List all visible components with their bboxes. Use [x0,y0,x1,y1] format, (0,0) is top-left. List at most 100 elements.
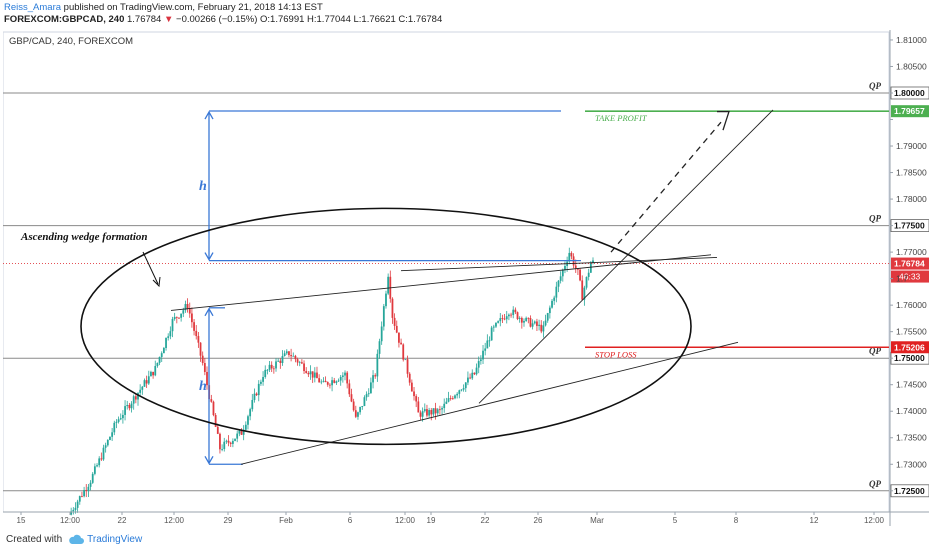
candle-body [451,398,454,400]
candle-body [223,441,226,450]
candle-body [150,371,152,377]
candle-body [268,364,271,370]
candle-body [531,323,534,327]
candle-body [160,353,163,357]
candle-body [523,320,525,323]
y-tick-label: 1.76000 [896,300,927,310]
candle-body [266,369,269,371]
candle-body [505,316,508,320]
y-tick-label: 1.80500 [896,61,927,71]
x-tick-label: 6 [348,516,353,525]
candle-body [264,369,267,377]
candle-body [395,325,398,333]
qp-price-label: 1.72500 [894,486,925,496]
candle-body [76,501,79,508]
candle-body [85,490,88,491]
candle-body [74,507,77,510]
y-tick-label: 1.77000 [896,247,927,257]
candle-body [361,405,364,407]
support-trendline[interactable] [478,109,774,404]
candle-body [538,324,540,326]
candle-body [195,330,198,337]
candle-body [460,389,463,391]
candle-body [348,383,351,395]
candle-body [512,309,515,316]
candle-body [182,310,185,314]
candle-body [462,388,465,390]
candle-body [206,371,208,386]
candle-body [210,399,213,402]
wedge-lower-trendline[interactable] [240,341,739,465]
candle-body [471,372,474,379]
candle-body [380,326,383,342]
candle-body [311,371,314,378]
wedge-upper-trendline[interactable] [170,254,712,311]
candle-body [292,355,295,357]
candle-body [357,412,359,417]
candle-body [229,442,232,444]
candle-body [134,396,137,400]
candle-body [350,394,353,402]
candle-body [98,458,101,466]
x-tick-label: 8 [734,516,739,525]
author-link[interactable]: Reiss_Amara [4,2,62,13]
candle-body [536,321,538,326]
wedge-ellipse[interactable] [80,207,692,446]
projection-arrow-icon [717,110,730,131]
candle-body [72,509,75,512]
cloud-icon [69,534,85,544]
candle-body [143,380,146,387]
x-tick-label: 12 [810,516,819,525]
candle-body [117,419,120,422]
candle-body [145,380,148,384]
candle-body [363,397,366,406]
candle-body [376,353,379,377]
candle-body [415,396,418,402]
annotation-arrow-icon [152,276,161,288]
candle-body [400,342,402,345]
chart-area[interactable]: QP 1.80000 QP 1.77500 QP 1.75000 QP 1.72500 TAK… [3,30,929,526]
tradingview-logo[interactable]: TradingView [68,534,142,545]
candle-body [542,325,545,332]
candle-body [436,409,439,414]
candle-body [540,324,543,332]
candle-body [570,252,573,257]
candle-body [443,403,446,409]
candle-body [231,440,234,444]
candle-body [404,359,407,361]
candle-body [387,276,390,294]
candle-body [568,252,571,262]
candle-body [341,375,344,377]
candle-body [87,486,90,491]
candle-body [445,401,448,404]
candle-body [548,307,551,314]
take-profit-price-tag [891,105,929,118]
candle-body [430,410,433,415]
candle-body [339,376,342,381]
candle-body [359,406,362,413]
candle-body [365,394,368,398]
candle-body [469,377,471,379]
candle-body [402,344,405,360]
candle-body [199,342,202,356]
price-chart[interactable]: QP 1.80000 QP 1.77500 QP 1.75000 QP 1.72500 TAK… [3,30,929,526]
symbol-label: FOREXCOM:GBPCAD, 240 [4,14,125,25]
candle-body [303,363,305,372]
y-tick-label: 1.79000 [896,141,927,151]
candle-body [508,314,510,317]
candle-body [130,403,133,409]
last-price-value: 1.76784 [894,259,925,269]
resistance-trendline[interactable] [400,256,718,272]
candle-body [184,303,187,311]
candle-body [561,269,564,277]
candle-body [503,318,506,320]
candle-body [316,372,318,379]
y-tick-label: 1.73500 [896,433,927,443]
y-tick-label: 1.74500 [896,380,927,390]
candle-body [236,433,239,439]
candle-body [154,365,157,376]
candle-body [294,355,297,360]
countdown-tag [891,270,929,283]
candle-body [83,490,85,497]
candle-body [423,409,426,412]
